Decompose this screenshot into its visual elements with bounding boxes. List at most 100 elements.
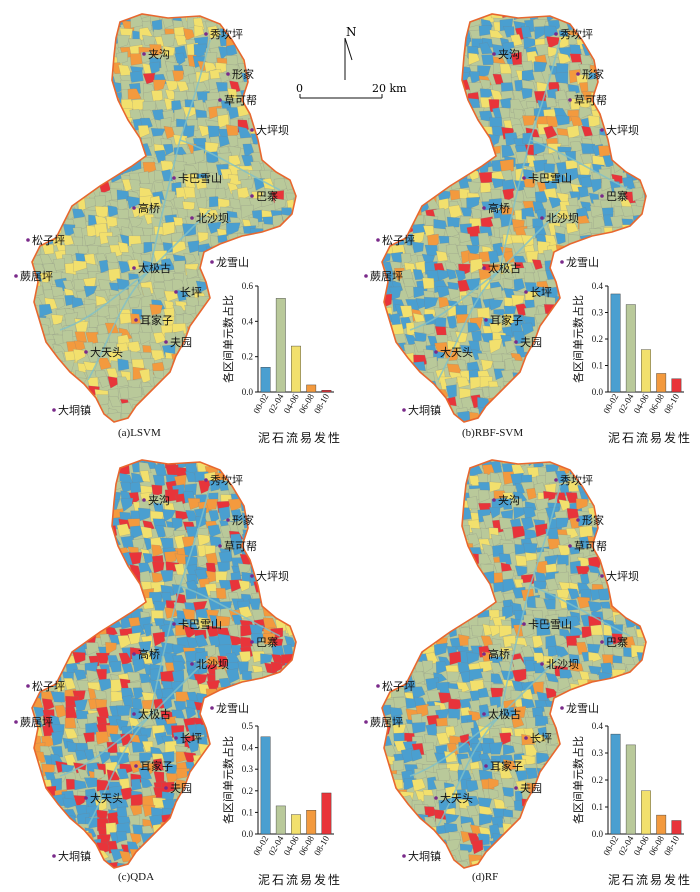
place-label: 巴寨: [606, 635, 628, 649]
place-marker: [600, 194, 604, 198]
x-axis-label: 泥石流易发性: [608, 872, 692, 887]
place-marker: [514, 340, 518, 344]
x-axis-label: 泥石流易发性: [258, 430, 342, 445]
place-marker: [514, 786, 518, 790]
y-axis-label: 各区间单元数占比: [222, 295, 235, 383]
y-tick-label: 0.1: [592, 361, 603, 371]
place-label: 松子坪: [382, 233, 415, 247]
place-label: 巴寨: [256, 635, 278, 649]
bar: [641, 349, 651, 393]
place-label: 大天头: [440, 345, 473, 359]
bar: [656, 814, 667, 835]
bar: [671, 378, 682, 393]
place-marker: [172, 622, 176, 626]
y-tick-label: 0.1: [242, 807, 253, 817]
place-label: 夹沟: [498, 48, 520, 61]
place-label: 大坪坝: [606, 123, 639, 137]
place-marker: [14, 274, 18, 278]
place-marker: [250, 574, 254, 578]
place-marker: [484, 318, 488, 322]
place-label: 太极古: [488, 707, 521, 721]
place-marker: [132, 266, 136, 270]
y-tick-label: 0.4: [592, 281, 604, 291]
place-marker: [226, 72, 230, 76]
panel-caption: (c)QDA: [118, 871, 155, 883]
y-tick-label: 0.4: [592, 721, 604, 731]
place-label: 夹沟: [498, 494, 520, 507]
place-label: 太极古: [488, 261, 521, 275]
place-marker: [434, 350, 438, 354]
bar: [291, 814, 301, 835]
place-marker: [26, 684, 30, 688]
bar: [275, 805, 286, 835]
bar: [610, 733, 621, 835]
place-label: 北沙坝: [546, 657, 579, 671]
place-label: 夫园: [170, 782, 192, 795]
place-marker: [134, 764, 138, 768]
place-marker: [364, 274, 368, 278]
place-label: 高桥: [488, 647, 510, 661]
place-label: 形家: [582, 513, 604, 527]
place-marker: [522, 176, 526, 180]
y-tick-label: 0.2: [242, 352, 253, 362]
place-marker: [84, 350, 88, 354]
bar: [671, 820, 682, 835]
bar: [610, 293, 621, 393]
y-tick-label: 0.5: [242, 721, 254, 731]
x-axis-label: 泥石流易发性: [608, 430, 692, 445]
place-marker: [52, 408, 56, 412]
x-tick-label: 08-10: [312, 392, 331, 416]
north-label: N: [346, 25, 357, 39]
place-label: 大垌镇: [408, 849, 441, 863]
place-marker: [560, 260, 564, 264]
y-tick-label: 0.3: [242, 764, 254, 774]
bar: [260, 367, 271, 393]
place-label: 大垌镇: [58, 849, 91, 863]
place-marker: [482, 652, 486, 656]
x-axis-label: 泥石流易发性: [258, 872, 342, 887]
place-marker: [482, 712, 486, 716]
place-marker: [576, 72, 580, 76]
place-label: 秀坎坪: [560, 474, 593, 487]
place-label: 秀坎坪: [560, 28, 593, 41]
y-tick-label: 0.2: [592, 775, 603, 785]
place-marker: [164, 340, 168, 344]
panel-caption: (b)RBF-SVM: [462, 427, 524, 439]
place-label: 高桥: [488, 201, 510, 215]
y-tick-label: 0.4: [242, 743, 254, 753]
place-label: 卡巴雪山: [178, 172, 222, 185]
north-arrow: N: [344, 25, 357, 80]
y-tick-label: 0.6: [242, 281, 254, 291]
place-label: 秀坎坪: [210, 28, 243, 41]
place-marker: [218, 98, 222, 102]
place-marker: [218, 544, 222, 548]
place-label: 形家: [232, 513, 254, 527]
y-tick-label: 0.0: [242, 387, 254, 397]
place-label: 耳家子: [140, 313, 173, 327]
place-label: 巴寨: [256, 189, 278, 203]
place-label: 北沙坝: [196, 657, 229, 671]
place-marker: [560, 706, 564, 710]
place-marker: [484, 764, 488, 768]
place-marker: [142, 52, 146, 56]
place-label: 北沙坝: [546, 211, 579, 225]
place-marker: [204, 478, 208, 482]
panel-qda: 秀坎坪 夹沟 形家 草可帮 大坪坝 卡巴雪山 巴寨 高桥 北沙坝 松子坪 太极古 龙雪山 蕨居坪 长坪 耳家…: [0, 446, 350, 892]
place-marker: [174, 290, 178, 294]
place-marker: [434, 796, 438, 800]
place-label: 巴寨: [606, 189, 628, 203]
place-label: 高桥: [138, 647, 160, 661]
place-label: 大垌镇: [58, 403, 91, 417]
place-label: 北沙坝: [196, 211, 229, 225]
place-label: 长坪: [180, 732, 202, 745]
place-marker: [522, 622, 526, 626]
place-marker: [482, 206, 486, 210]
place-label: 草可帮: [574, 94, 607, 107]
place-marker: [132, 206, 136, 210]
place-marker: [190, 662, 194, 666]
place-label: 高桥: [138, 201, 160, 215]
y-tick-label: 0.3: [592, 308, 604, 318]
place-marker: [540, 216, 544, 220]
place-marker: [26, 238, 30, 242]
